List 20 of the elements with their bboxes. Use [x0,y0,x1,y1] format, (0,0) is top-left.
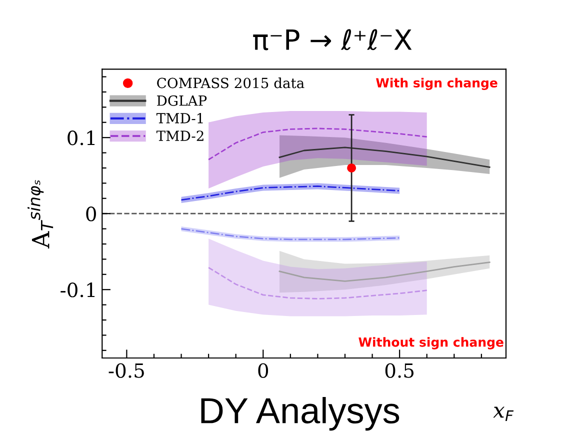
line-series [278,262,490,282]
y-tick-label: 0.1 [68,130,95,146]
x-tick-label: 0.5 [385,363,414,378]
x-tick-label: -0.5 [108,363,144,378]
line-series [208,266,428,300]
annotation: With sign change [376,78,498,90]
legend-label: DGLAP [157,95,207,106]
x-axis-title: x$_{F}$ [493,406,514,421]
text: DY Analysys [201,396,400,431]
legend-label: COMPASS 2015 data [157,78,304,88]
line-series [278,146,490,168]
line-series [208,128,428,160]
y-tick-label: -0.1 [60,282,95,298]
annotation: Without sign change [358,337,504,350]
y-axis-title: A$_{T}$$^{sinφₛ}$ [28,180,54,249]
x-tick-label: 0 [258,363,268,378]
legend-label: TMD-2 [156,130,204,141]
chart-title: π⁻P → ℓ⁺ℓ⁻X [253,29,412,50]
y-tick-label: 0 [86,206,96,222]
legend-label: TMD-1 [156,112,203,124]
